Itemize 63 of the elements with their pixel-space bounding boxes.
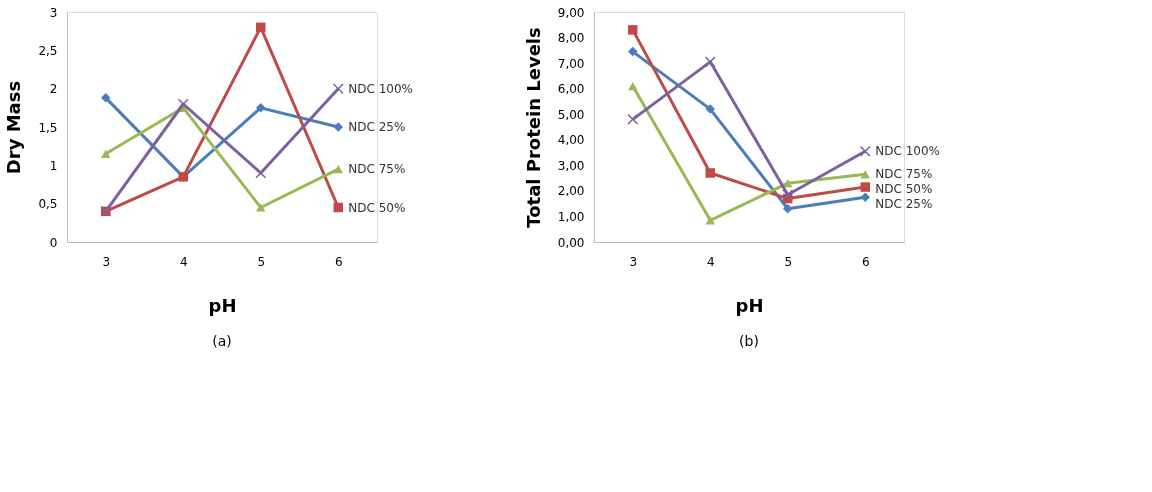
y-tick-label: 1 <box>49 158 58 173</box>
series-label: NDC 50% <box>875 182 933 197</box>
point <box>101 149 111 158</box>
x-tick-label: 6 <box>861 254 870 269</box>
x-tick-label: 5 <box>257 254 266 269</box>
series-label: NDC 25% <box>348 120 406 134</box>
point <box>705 168 715 178</box>
point <box>627 113 639 125</box>
point <box>256 22 266 33</box>
point <box>860 182 870 192</box>
x-tick-label: 6 <box>334 254 343 269</box>
point <box>333 165 343 174</box>
point <box>255 167 267 179</box>
y-tick-label: 1,00 <box>557 209 585 224</box>
series-label: NDC 25% <box>875 197 933 212</box>
point <box>628 46 638 57</box>
point <box>860 192 870 203</box>
point <box>783 204 793 214</box>
point <box>704 56 716 68</box>
x-tick-label: 3 <box>102 254 111 269</box>
point <box>256 103 266 113</box>
y-tick-label: 8,00 <box>557 31 585 46</box>
point <box>782 189 794 201</box>
y-tick-label: 9,00 <box>557 5 585 20</box>
x-tick-label: 5 <box>784 254 793 269</box>
point <box>860 170 870 179</box>
y-tick-label: 7,00 <box>557 56 585 71</box>
y-tick-label: 0 <box>49 235 58 250</box>
text: (a) <box>212 333 232 349</box>
y-axis-title: Dry Mass <box>3 80 25 175</box>
series-label: NDC 100% <box>875 144 940 159</box>
y-tick-label: 3 <box>49 5 58 20</box>
point <box>628 25 638 35</box>
y-tick-label: 3,00 <box>557 158 585 173</box>
point <box>705 216 715 225</box>
y-tick-label: 0,00 <box>557 235 585 250</box>
point <box>628 82 638 91</box>
x-tick-label: 3 <box>629 254 638 269</box>
series-label: NDC 75% <box>875 167 933 182</box>
x-tick-label: 4 <box>706 254 715 269</box>
y-tick-label: 2,5 <box>38 43 58 58</box>
series-label: NDC 75% <box>348 162 406 177</box>
y-tick-label: 4,00 <box>557 133 585 148</box>
y-tick-label: 5,00 <box>557 107 585 122</box>
y-axis-title: Total Protein Levels <box>522 27 544 228</box>
text: (b) <box>739 333 759 349</box>
point <box>256 203 266 212</box>
x-tick-label: 4 <box>179 254 188 269</box>
y-tick-label: 1,5 <box>38 120 58 135</box>
series-label: NDC 50% <box>348 200 406 215</box>
point <box>859 145 871 157</box>
point <box>332 83 344 95</box>
point <box>705 104 715 114</box>
point <box>177 98 189 110</box>
y-tick-label: 2,00 <box>557 184 585 199</box>
x-axis-title: pH <box>208 294 237 316</box>
y-tick-label: 2 <box>49 82 58 97</box>
y-tick-label: 0,5 <box>38 197 58 212</box>
y-tick-label: 6,00 <box>557 82 585 97</box>
series-label: NDC 100% <box>348 81 413 96</box>
point <box>333 202 343 213</box>
point <box>101 93 111 103</box>
x-axis-title: pH <box>735 294 764 316</box>
